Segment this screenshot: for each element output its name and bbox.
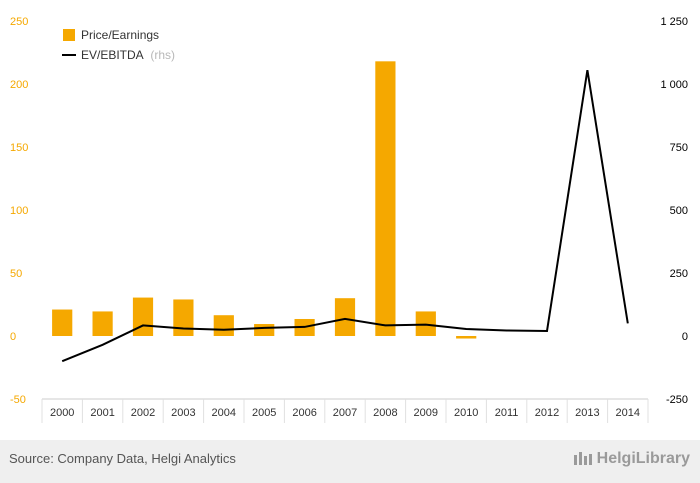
y-right-tick-label: 1 250 xyxy=(660,16,688,28)
footer: Source: Company Data, Helgi Analytics He… xyxy=(0,440,700,483)
y-left-tick-label: 50 xyxy=(10,268,22,280)
bar-price-earnings xyxy=(334,298,356,336)
x-tick-label: 2000 xyxy=(50,407,74,419)
x-tick-label: 2004 xyxy=(212,407,236,419)
x-tick-label: 2001 xyxy=(90,407,114,419)
bar-price-earnings xyxy=(92,311,113,336)
y-right-tick-label: 1 000 xyxy=(660,79,688,91)
legend: Price/Earnings EV/EBITDA (rhs) xyxy=(62,28,175,62)
bar-price-earnings xyxy=(254,324,275,336)
bar-price-earnings xyxy=(456,336,477,339)
line-ev-ebitda xyxy=(61,69,629,363)
legend-label-price-earnings: Price/Earnings xyxy=(81,28,159,42)
bar-price-earnings xyxy=(132,297,154,336)
x-tick-label: 2007 xyxy=(333,407,357,419)
plot-area: 2000 2001 2002 2003 2004 2005 2006 2007 2008 2009… xyxy=(10,16,688,423)
y-left-tick-label: 250 xyxy=(10,16,28,28)
x-tick-label: 2012 xyxy=(535,407,559,419)
legend-label-ev-ebitda: EV/EBITDA (rhs) xyxy=(81,48,175,62)
legend-swatch-price-earnings xyxy=(63,29,75,41)
y-left-tick-label: 150 xyxy=(10,142,28,154)
y-right-tick-label: 250 xyxy=(670,268,688,280)
source-note: Source: Company Data, Helgi Analytics xyxy=(9,451,236,466)
bar-price-earnings xyxy=(213,315,234,336)
x-tick-label: 2013 xyxy=(575,407,599,419)
x-tick-label: 2010 xyxy=(454,407,478,419)
chart: 2000 2001 2002 2003 2004 2005 2006 2007 2008 2009… xyxy=(10,16,688,423)
x-tick-label: 2006 xyxy=(292,407,316,419)
x-tick-label: 2009 xyxy=(414,407,438,419)
x-tick-label: 2003 xyxy=(171,407,195,419)
y-left-tick-label: -50 xyxy=(10,394,26,406)
bar-price-earnings xyxy=(52,309,73,336)
brand-logo[interactable]: HelgiLibrary xyxy=(573,450,690,468)
legend-series-name-ev-ebitda: EV/EBITDA xyxy=(81,48,144,62)
library-logo-icon xyxy=(573,452,592,465)
y-right-tick-label: 750 xyxy=(670,142,688,154)
x-tick-label: 2008 xyxy=(373,407,397,419)
y-left-tick-label: 0 xyxy=(10,331,16,343)
y-right-tick-label: 500 xyxy=(670,205,688,217)
brand-name: HelgiLibrary xyxy=(596,450,690,467)
y-right-tick-label: -250 xyxy=(666,394,688,406)
y-left-tick-label: 100 xyxy=(10,205,28,217)
x-tick-label: 2005 xyxy=(252,407,276,419)
bar-price-earnings xyxy=(173,299,194,336)
y-left-tick-label: 200 xyxy=(10,79,28,91)
x-tick-label: 2014 xyxy=(616,407,640,419)
y-right-tick-label: 0 xyxy=(682,331,688,343)
x-tick-label: 2011 xyxy=(495,407,519,419)
x-tick-label: 2002 xyxy=(131,407,155,419)
bar-price-earnings xyxy=(375,61,396,336)
legend-rhs-note: (rhs) xyxy=(150,48,175,62)
